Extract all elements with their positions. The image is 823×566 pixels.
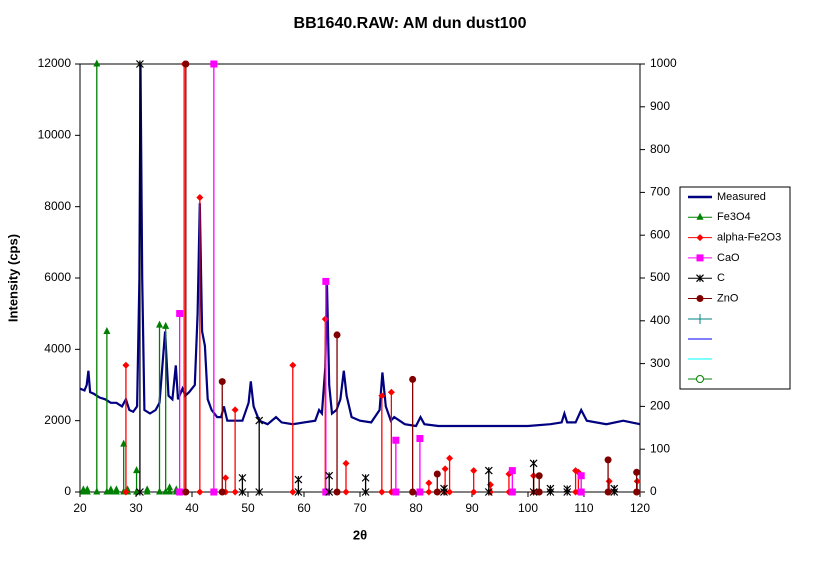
reference-stick — [107, 485, 115, 495]
y2-tick-label: 400 — [650, 313, 670, 327]
reference-stick — [180, 60, 188, 496]
y2-tick-label: 100 — [650, 441, 670, 455]
x-tick-label: 40 — [185, 501, 199, 515]
y-tick-label: 12000 — [38, 56, 72, 70]
reference-stick — [325, 471, 334, 496]
reference-stick — [470, 467, 478, 496]
reference-stick — [156, 320, 164, 495]
legend-label: C — [717, 272, 725, 284]
x-tick-label: 60 — [297, 501, 311, 515]
x-tick-label: 90 — [465, 501, 479, 515]
y2-tick-label: 1000 — [650, 56, 677, 70]
x-tick-label: 120 — [630, 501, 650, 515]
reference-stick — [333, 331, 341, 496]
legend-label: ZnO — [717, 292, 739, 304]
y2-tick-label: 900 — [650, 99, 670, 113]
reference-stick — [210, 60, 218, 496]
y2-tick-label: 800 — [650, 142, 670, 156]
reference-stick — [508, 467, 516, 496]
reference-stick — [604, 456, 612, 496]
y-axis-title: Intensity (cps) — [5, 234, 20, 322]
legend-key — [688, 234, 712, 242]
x-tick-label: 50 — [241, 501, 255, 515]
legend-label: Measured — [717, 191, 766, 203]
x-tick-label: 20 — [73, 501, 87, 515]
x-axis-title: 2θ — [353, 527, 367, 542]
reference-stick — [238, 473, 247, 496]
legend-key — [688, 274, 712, 283]
y2-tick-label: 500 — [650, 270, 670, 284]
reference-stick — [112, 485, 120, 495]
y-tick-label: 0 — [64, 484, 71, 498]
reference-stick — [392, 436, 400, 496]
x-tick-label: 30 — [129, 501, 143, 515]
chart-title: BB1640.RAW: AM dun dust100 — [294, 15, 527, 32]
reference-stick — [378, 392, 386, 496]
reference-stick — [416, 435, 424, 496]
reference-stick — [361, 473, 370, 496]
reference-stick — [425, 479, 433, 496]
reference-stick — [218, 378, 226, 496]
reference-stick — [135, 60, 144, 496]
reference-stick — [535, 472, 543, 496]
y-tick-label: 2000 — [44, 413, 71, 427]
reference-stick — [103, 327, 111, 495]
y-tick-label: 4000 — [44, 342, 71, 356]
measured-line — [79, 63, 641, 428]
reference-stick — [294, 475, 303, 496]
reference-stick — [143, 485, 151, 495]
reference-stick — [342, 459, 350, 496]
plot-frame — [79, 63, 641, 493]
reference-stick — [182, 60, 190, 496]
x-tick-label: 110 — [574, 501, 593, 515]
reference-stick — [433, 470, 441, 496]
reference-stick — [563, 485, 572, 496]
legend — [679, 186, 791, 390]
legend-label: Fe3O4 — [717, 211, 751, 223]
reference-stick — [133, 466, 141, 495]
reference-stick — [577, 472, 585, 496]
y2-tick-label: 600 — [650, 227, 670, 241]
reference-stick — [289, 361, 297, 496]
legend-key — [688, 295, 712, 302]
reference-stick — [484, 466, 493, 496]
reference-stick — [176, 310, 184, 496]
x-tick-label: 100 — [518, 501, 538, 515]
reference-stick — [231, 406, 239, 496]
reference-stick — [322, 277, 330, 496]
reference-stick — [633, 468, 641, 496]
reference-stick — [93, 59, 101, 495]
reference-stick — [409, 375, 417, 496]
legend-label: CaO — [717, 252, 740, 264]
reference-stick — [529, 459, 538, 496]
reference-stick — [122, 361, 130, 496]
y-tick-label: 6000 — [44, 270, 71, 284]
legend-key — [688, 212, 712, 220]
x-tick-label: 70 — [353, 501, 367, 515]
y2-tick-label: 200 — [650, 399, 670, 413]
y-tick-label: 10000 — [38, 128, 72, 142]
legend-key — [688, 254, 712, 262]
reference-stick — [166, 483, 174, 495]
legend-label: alpha-Fe2O3 — [717, 232, 781, 244]
y2-tick-label: 300 — [650, 356, 670, 370]
reference-stick — [255, 416, 264, 496]
reference-stick — [440, 484, 448, 496]
y-tick-label: 8000 — [44, 199, 71, 213]
reference-stick — [83, 485, 91, 495]
x-tick-label: 80 — [409, 501, 423, 515]
reference-stick — [196, 194, 204, 496]
reference-stick — [610, 484, 619, 496]
reference-stick — [546, 484, 555, 496]
reference-stick — [446, 454, 454, 496]
y2-tick-label: 700 — [650, 185, 670, 199]
legend-extra — [688, 314, 712, 383]
y2-tick-label: 0 — [650, 484, 657, 498]
